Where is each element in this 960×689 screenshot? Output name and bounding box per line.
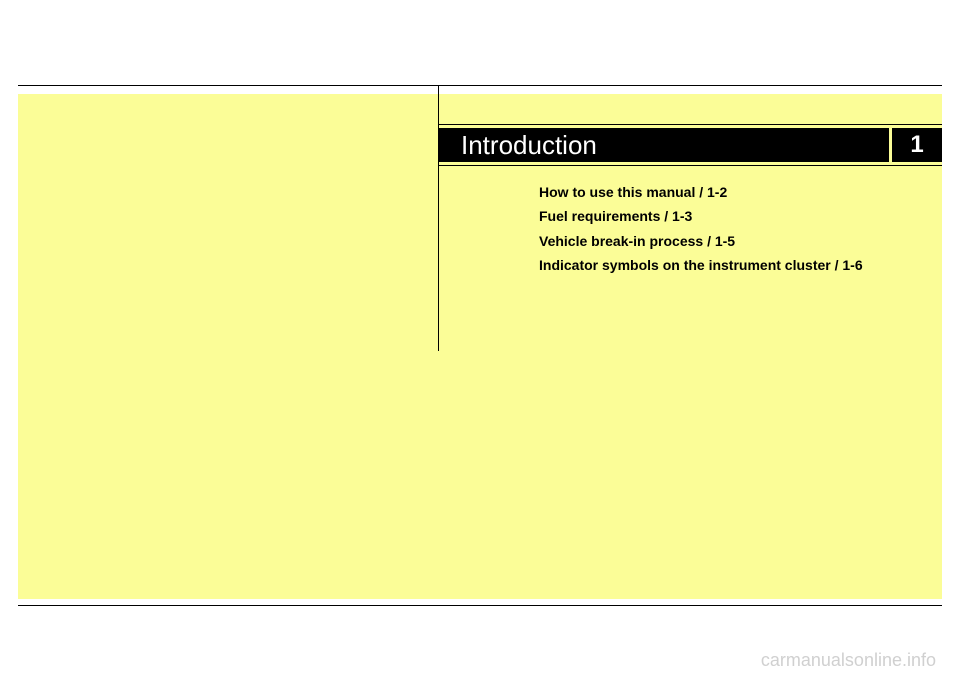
toc-item: Fuel requirements / 1-3 bbox=[539, 205, 863, 227]
toc-item: Indicator symbols on the instrument clus… bbox=[539, 254, 863, 276]
toc-item: How to use this manual / 1-2 bbox=[539, 181, 863, 203]
page-frame: Introduction 1 How to use this manual / … bbox=[18, 85, 942, 606]
table-of-contents: How to use this manual / 1-2 Fuel requir… bbox=[539, 181, 863, 279]
yellow-background bbox=[18, 94, 942, 599]
toc-item: Vehicle break-in process / 1-5 bbox=[539, 230, 863, 252]
chapter-number: 1 bbox=[892, 128, 942, 162]
chapter-title: Introduction bbox=[439, 128, 889, 162]
watermark-text: carmanualsonline.info bbox=[761, 650, 936, 671]
chapter-header-bar: Introduction 1 bbox=[439, 124, 942, 166]
